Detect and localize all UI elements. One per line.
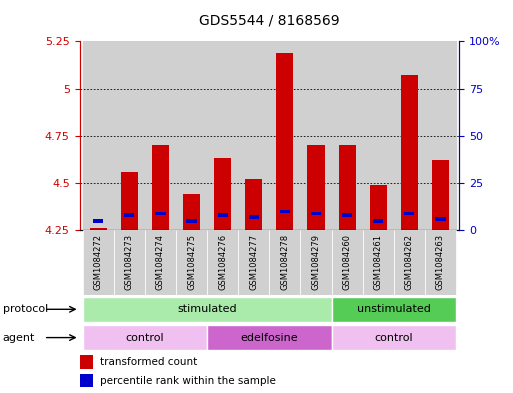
Text: GSM1084261: GSM1084261 xyxy=(374,233,383,290)
Text: GSM1084272: GSM1084272 xyxy=(94,233,103,290)
Text: GSM1084263: GSM1084263 xyxy=(436,233,445,290)
FancyBboxPatch shape xyxy=(83,297,331,322)
Text: unstimulated: unstimulated xyxy=(357,304,431,314)
FancyBboxPatch shape xyxy=(145,230,176,295)
Bar xyxy=(121,172,138,230)
Bar xyxy=(80,374,93,387)
Text: GSM1084262: GSM1084262 xyxy=(405,233,414,290)
Bar xyxy=(80,355,93,369)
Text: stimulated: stimulated xyxy=(177,304,237,314)
Text: GSM1084279: GSM1084279 xyxy=(311,233,321,290)
Bar xyxy=(114,41,145,230)
FancyBboxPatch shape xyxy=(331,297,456,322)
Bar xyxy=(280,210,290,213)
FancyBboxPatch shape xyxy=(238,230,269,295)
FancyBboxPatch shape xyxy=(207,230,238,295)
Text: GSM1084273: GSM1084273 xyxy=(125,233,134,290)
Bar xyxy=(83,41,114,230)
FancyBboxPatch shape xyxy=(363,230,394,295)
FancyBboxPatch shape xyxy=(83,230,114,295)
Bar xyxy=(394,41,425,230)
Bar xyxy=(331,41,363,230)
Text: agent: agent xyxy=(3,332,35,343)
Text: GSM1084274: GSM1084274 xyxy=(156,233,165,290)
FancyBboxPatch shape xyxy=(176,230,207,295)
Bar xyxy=(90,228,107,230)
Bar xyxy=(183,195,200,230)
Bar xyxy=(363,41,394,230)
Text: GDS5544 / 8168569: GDS5544 / 8168569 xyxy=(199,14,340,28)
Bar xyxy=(176,41,207,230)
Bar xyxy=(152,145,169,230)
Text: protocol: protocol xyxy=(3,304,48,314)
FancyBboxPatch shape xyxy=(331,230,363,295)
Bar xyxy=(401,75,418,230)
FancyBboxPatch shape xyxy=(331,325,456,350)
Bar xyxy=(207,41,238,230)
FancyBboxPatch shape xyxy=(114,230,145,295)
Text: GSM1084278: GSM1084278 xyxy=(281,233,289,290)
FancyBboxPatch shape xyxy=(301,230,331,295)
Bar xyxy=(342,213,352,217)
Bar xyxy=(432,160,449,230)
Bar xyxy=(301,41,331,230)
Text: control: control xyxy=(126,332,164,343)
Bar xyxy=(145,41,176,230)
Bar xyxy=(373,219,383,222)
Bar xyxy=(370,185,387,230)
Bar xyxy=(436,217,446,220)
Bar xyxy=(124,213,134,217)
FancyBboxPatch shape xyxy=(425,230,456,295)
Text: GSM1084275: GSM1084275 xyxy=(187,233,196,290)
FancyBboxPatch shape xyxy=(207,325,331,350)
Bar xyxy=(339,145,356,230)
Text: control: control xyxy=(374,332,413,343)
Bar xyxy=(218,213,228,217)
Bar xyxy=(249,215,259,219)
Bar xyxy=(277,53,293,230)
Bar xyxy=(404,211,415,215)
Bar xyxy=(245,179,262,230)
Text: GSM1084260: GSM1084260 xyxy=(343,233,351,290)
Bar xyxy=(425,41,456,230)
Bar xyxy=(155,211,166,215)
FancyBboxPatch shape xyxy=(83,325,207,350)
Text: percentile rank within the sample: percentile rank within the sample xyxy=(101,376,277,386)
Text: GSM1084276: GSM1084276 xyxy=(218,233,227,290)
FancyBboxPatch shape xyxy=(269,230,301,295)
Bar xyxy=(214,158,231,230)
Bar xyxy=(93,219,103,222)
Bar xyxy=(238,41,269,230)
Bar xyxy=(311,211,321,215)
FancyBboxPatch shape xyxy=(394,230,425,295)
Text: edelfosine: edelfosine xyxy=(241,332,298,343)
Bar xyxy=(307,145,325,230)
Bar xyxy=(186,219,196,222)
Text: GSM1084277: GSM1084277 xyxy=(249,233,258,290)
Bar xyxy=(269,41,301,230)
Text: transformed count: transformed count xyxy=(101,357,198,367)
